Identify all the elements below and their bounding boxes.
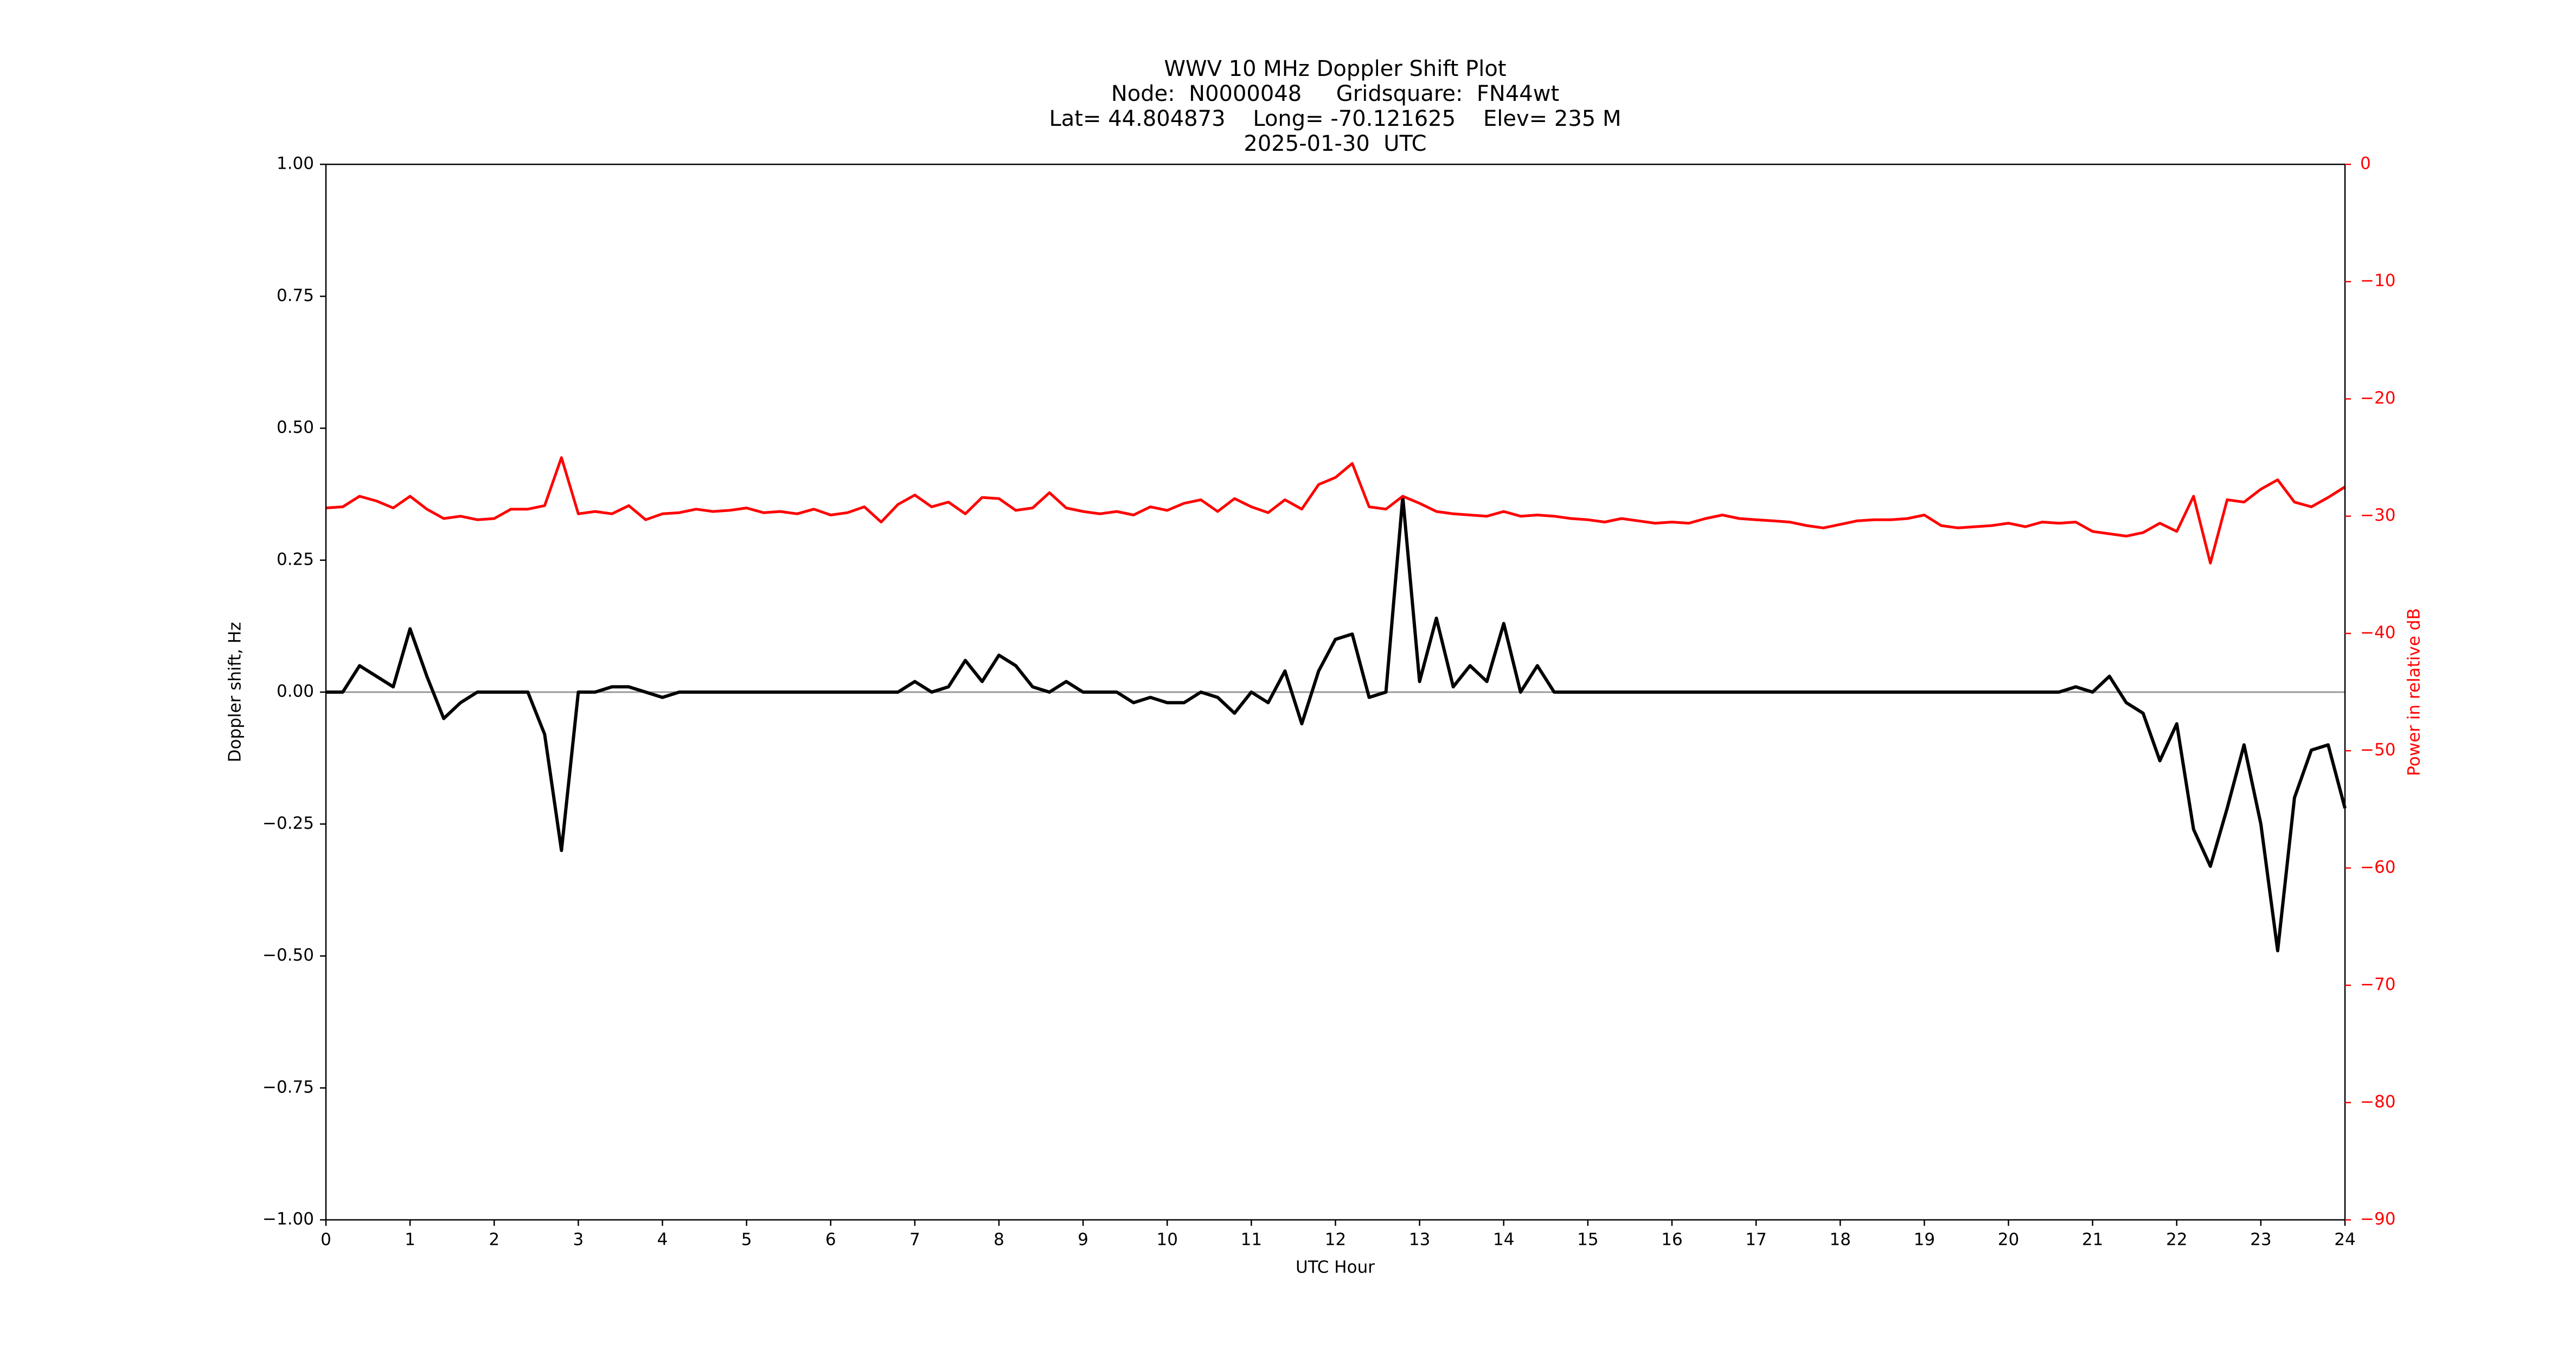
x-axis-label: UTC Hour xyxy=(1296,1258,1375,1277)
x-tick-label: 10 xyxy=(1157,1230,1178,1250)
x-tick-label: 16 xyxy=(1661,1230,1682,1250)
y2-tick-label: −40 xyxy=(2360,623,2395,642)
x-tick-label: 8 xyxy=(994,1230,1004,1250)
x-tick-label: 24 xyxy=(2334,1230,2355,1250)
y2-tick-label: −30 xyxy=(2360,506,2395,525)
x-tick-label: 12 xyxy=(1325,1230,1346,1250)
chart-title: Node: N0000048 Gridsquare: FN44wt xyxy=(1111,81,1559,106)
x-tick-label: 13 xyxy=(1409,1230,1430,1250)
y2-tick-label: 0 xyxy=(2360,154,2371,174)
x-tick-label: 22 xyxy=(2166,1230,2187,1250)
y2-tick-label: −70 xyxy=(2360,975,2395,994)
y-tick-label: −0.50 xyxy=(262,945,314,965)
x-tick-label: 20 xyxy=(1998,1230,2019,1250)
y-tick-label: −1.00 xyxy=(262,1210,314,1229)
y2-tick-label: −20 xyxy=(2360,388,2395,408)
data-line xyxy=(326,495,2347,952)
y-tick-label: −0.25 xyxy=(262,814,314,833)
y-tick-label: 0.50 xyxy=(277,418,314,437)
y-tick-label: −0.75 xyxy=(262,1077,314,1097)
x-tick-label: 4 xyxy=(657,1230,668,1250)
y-tick-label: 1.00 xyxy=(277,154,314,174)
x-tick-label: 23 xyxy=(2250,1230,2271,1250)
x-tick-label: 3 xyxy=(573,1230,584,1250)
x-tick-label: 17 xyxy=(1745,1230,1766,1250)
y-axis-label: Doppler shift, Hz xyxy=(226,622,245,763)
y-tick-label: 0.75 xyxy=(277,286,314,305)
y-tick-label: 0.00 xyxy=(277,682,314,701)
x-tick-label: 11 xyxy=(1241,1230,1262,1250)
chart-title: Lat= 44.804873 Long= -70.121625 Elev= 23… xyxy=(1049,106,1622,131)
y2-tick-label: −60 xyxy=(2360,858,2395,877)
data-line xyxy=(325,456,2346,565)
x-tick-label: 5 xyxy=(741,1230,752,1250)
x-tick-label: 9 xyxy=(1078,1230,1088,1250)
chart-title: 2025-01-30 UTC xyxy=(1244,131,1426,156)
x-tick-label: 7 xyxy=(909,1230,920,1250)
x-tick-label: 18 xyxy=(1830,1230,1851,1250)
x-tick-label: 2 xyxy=(489,1230,499,1250)
y2-tick-label: −90 xyxy=(2360,1210,2395,1229)
x-tick-label: 0 xyxy=(321,1230,331,1250)
x-tick-label: 14 xyxy=(1493,1230,1514,1250)
y-tick-label: 0.25 xyxy=(277,549,314,569)
x-tick-label: 15 xyxy=(1577,1230,1598,1250)
y2-tick-label: −50 xyxy=(2360,740,2395,760)
x-tick-label: 1 xyxy=(405,1230,415,1250)
x-tick-label: 6 xyxy=(825,1230,836,1250)
y2-axis-label: Power in relative dB xyxy=(2405,608,2424,776)
chart-title: WWV 10 MHz Doppler Shift Plot xyxy=(1164,56,1506,81)
y2-tick-label: −10 xyxy=(2360,271,2395,291)
y2-tick-label: −80 xyxy=(2360,1092,2395,1111)
x-tick-label: 21 xyxy=(2082,1230,2103,1250)
x-tick-label: 19 xyxy=(1914,1230,1935,1250)
